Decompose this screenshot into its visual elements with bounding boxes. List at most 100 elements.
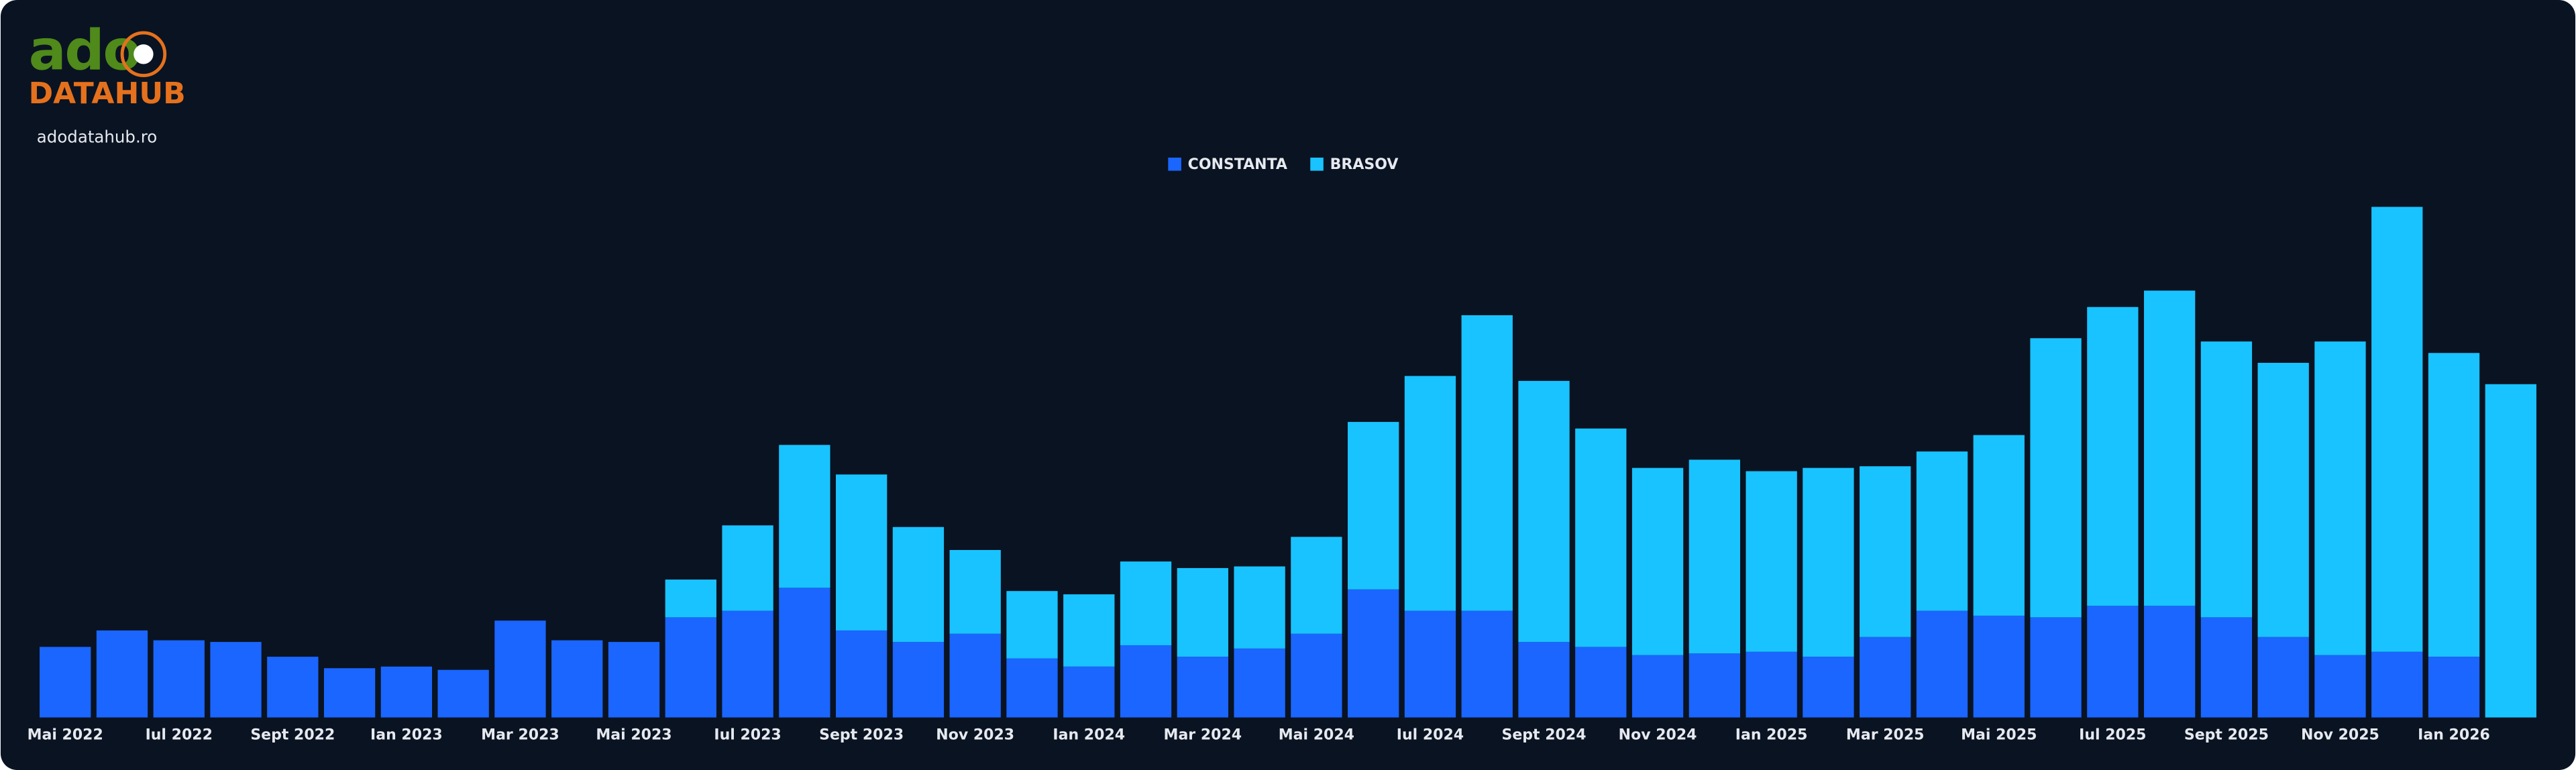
legend-label: CONSTANTA [1188,156,1287,173]
bar-segment [2314,341,2366,655]
bar-segment [665,580,716,618]
bar-segment [1063,594,1115,667]
bar-segment [2371,651,2423,718]
logo-bottom: DATAHUB [29,76,186,111]
x-tick-label: Iul 2025 [2079,727,2146,744]
bar-segment [892,527,945,643]
bar-segment [1575,647,1627,718]
logo: ado DATAHUB adodatahub.ro [29,18,186,147]
bar-segment [1631,468,1684,655]
bar-segment [949,550,1001,634]
legend-swatch [1168,157,1181,171]
bar-segment [551,640,603,718]
bar-segment [1746,651,1797,718]
bar-segment [1973,615,2025,718]
bar-segment [1234,648,1285,718]
legend-swatch [1310,157,1324,171]
bar-segment [96,630,148,718]
bar-segment [949,633,1001,718]
bar-segment [1348,589,1399,718]
bar-segment [494,620,546,718]
x-tick-label: Nov 2024 [1619,727,1697,744]
site-url: adodatahub.ro [37,127,157,147]
bar-segment [153,640,205,718]
bar-segment [1120,645,1172,718]
x-tick-label: Sept 2025 [2184,727,2269,744]
bar-segment [1461,315,1513,611]
bar-segment [2428,353,2480,657]
bar-segment [437,669,489,718]
bar-segment [2087,307,2139,606]
bar-segment [1291,537,1342,634]
bar-segment [1803,468,1854,657]
bar-segment [1973,435,2025,616]
bar-segment [1404,376,1456,611]
bar-segment [2485,384,2536,718]
bar-segment [1860,466,1911,637]
x-tick-label: Mai 2025 [1961,727,2037,744]
bar-segment [665,617,716,718]
bar-segment [1234,566,1285,649]
bar-segment [2143,606,2196,718]
x-tick-label: Ian 2025 [1735,727,1808,744]
x-tick-label: Mai 2022 [28,727,103,744]
bar-segment [2030,338,2082,618]
bar-segment [1688,459,1741,654]
x-tick-label: Ian 2024 [1053,727,1125,744]
bar-segment [779,445,830,588]
bar-segment [1404,610,1456,718]
bar-segment [2428,657,2480,718]
x-tick-label: Nov 2023 [936,727,1014,744]
bar-segment [1688,653,1741,718]
bar-segment [267,657,319,718]
x-tick-label: Sept 2024 [1502,727,1587,744]
x-tick-label: Ian 2023 [370,727,443,744]
x-tick-label: Mai 2023 [596,727,672,744]
bar-segment [779,588,830,718]
bar-segment [835,474,888,630]
bar-segment [1177,657,1228,718]
bar-segment [1006,658,1058,718]
x-tick-label: Sept 2022 [250,727,335,744]
bar-segment [835,630,888,718]
bar-segment [2257,637,2309,718]
legend-label: BRASOV [1330,156,1399,173]
bar-segment [892,642,945,718]
bar-segment [1860,637,1911,718]
bar-segment [722,525,773,611]
logo-icon [120,31,167,78]
bar-segment [2143,290,2196,606]
x-tick-label: Mar 2024 [1164,727,1242,744]
bar-segment [40,647,91,718]
bar-segment [1803,657,1854,718]
bar-segment [1177,567,1228,657]
bar-segment [608,642,660,718]
bar-segment [1006,591,1058,659]
bar-segment [2257,362,2309,637]
legend: CONSTANTA BRASOV [1168,156,1398,173]
bar-segment [1746,471,1797,652]
x-tick-label: Iul 2022 [146,727,213,744]
bar-segment [2087,606,2139,718]
bar-segment [1575,428,1627,647]
x-tick-label: Ian 2026 [2418,727,2490,744]
bar-segment [1120,561,1172,645]
bar-segment [1518,380,1570,643]
bar-segment [2030,617,2082,718]
bar-segment [1916,451,1968,611]
x-tick-label: Nov 2025 [2301,727,2379,744]
bar-segment [1063,666,1115,718]
bar-segment [2200,341,2253,618]
x-tick-label: Iul 2024 [1397,727,1464,744]
plot: Mai 2022 Iul 2022 Sept 2022 Ian 2023 Mar 202… [28,207,2536,744]
bar-segment [380,666,433,718]
bar-segment [1461,610,1513,718]
x-tick-label: Mar 2023 [481,727,559,744]
bar-segment [1291,633,1342,718]
bar-segment [1916,610,1968,718]
x-tick-label: Mar 2025 [1846,727,1925,744]
logo-icon [133,44,154,64]
x-tick-label: Sept 2023 [819,727,904,744]
